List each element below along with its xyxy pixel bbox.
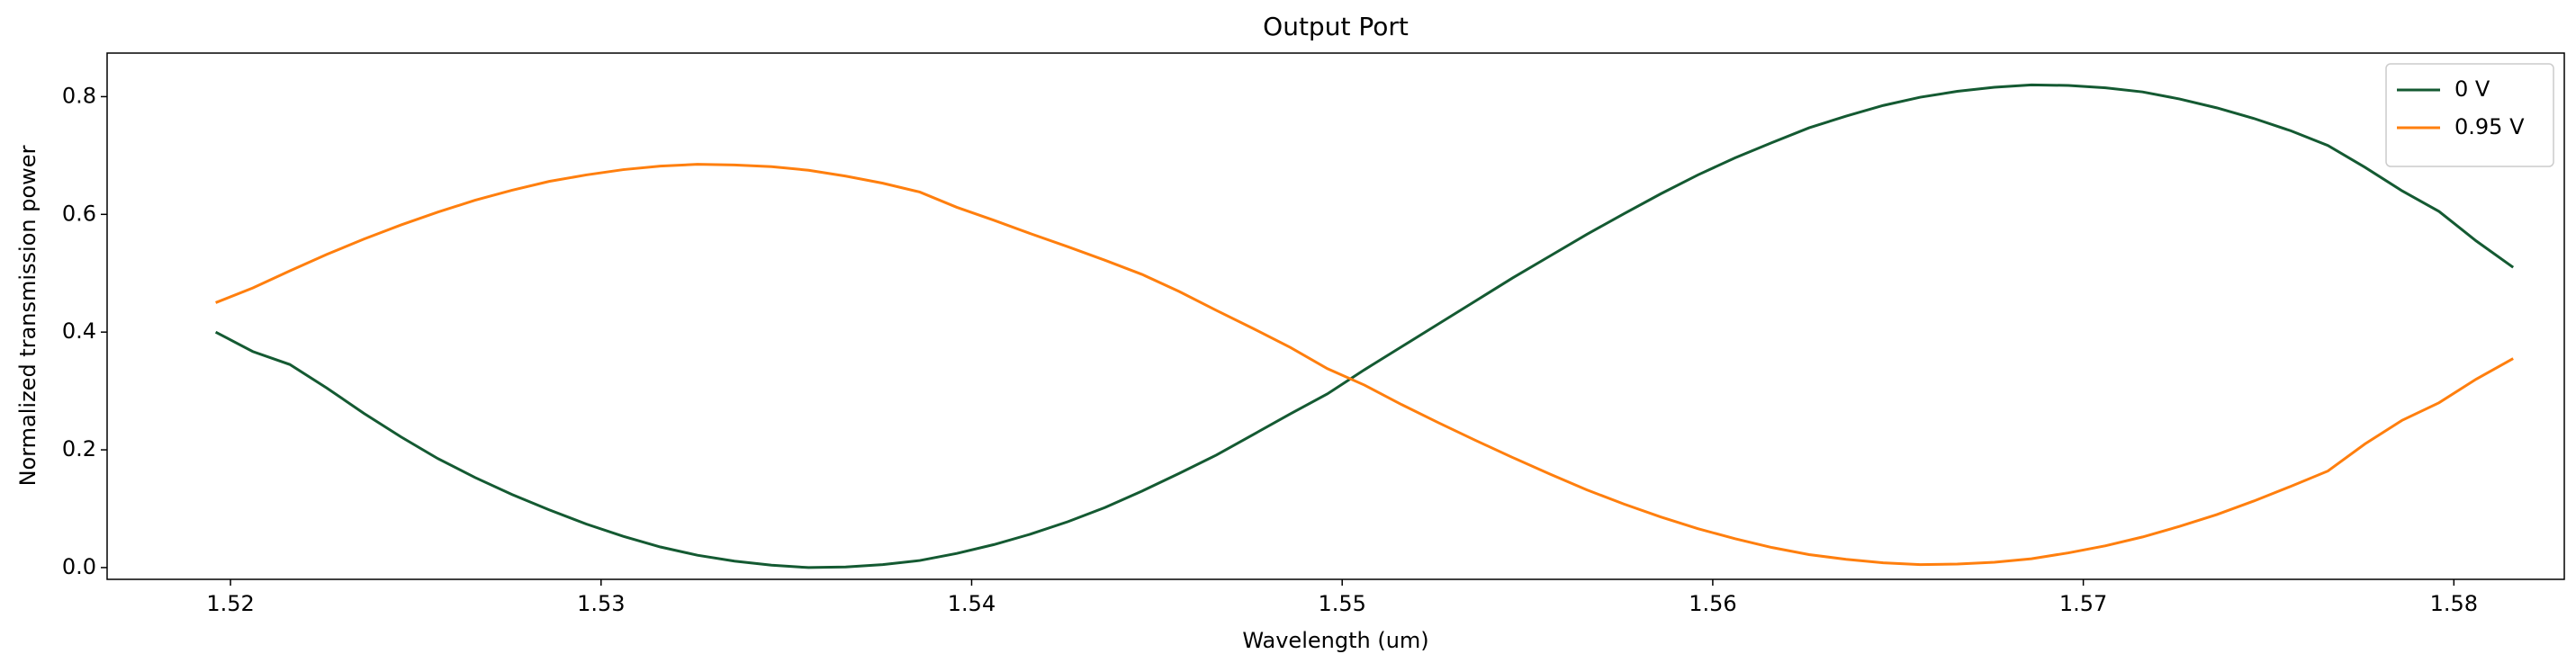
y-axis-label: Normalized transmission power — [15, 145, 41, 486]
legend-label: 0.95 V — [2454, 114, 2525, 139]
data-line — [214, 83, 2515, 569]
y-tick-label: 0.0 — [62, 554, 96, 579]
y-tick-label: 0.8 — [62, 83, 96, 108]
x-tick-label: 1.52 — [206, 591, 254, 616]
x-tick-label: 1.56 — [1689, 591, 1736, 616]
y-tick-label: 0.2 — [62, 436, 96, 461]
chart-title: Output Port — [1263, 12, 1409, 41]
x-tick-label: 1.54 — [948, 591, 995, 616]
legend-label: 0 V — [2454, 76, 2490, 102]
plot-frame — [106, 52, 2565, 580]
x-tick-label: 1.53 — [577, 591, 625, 616]
data-line — [215, 163, 2514, 567]
x-tick-label: 1.57 — [2059, 591, 2107, 616]
y-tick-label: 0.6 — [62, 201, 96, 226]
y-tick-label: 0.4 — [62, 318, 96, 344]
x-axis-label: Wavelength (um) — [1242, 628, 1428, 653]
x-tick-label: 1.55 — [1318, 591, 1365, 616]
x-tick-label: 1.58 — [2430, 591, 2478, 616]
legend: 0 V 0.95 V — [2385, 63, 2554, 167]
